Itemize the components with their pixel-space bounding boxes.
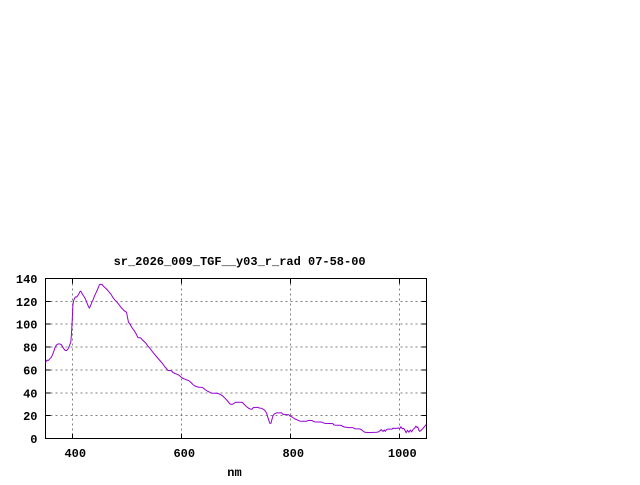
svg-text:120: 120 — [16, 296, 38, 310]
svg-text:40: 40 — [23, 387, 37, 401]
svg-text:400: 400 — [64, 447, 86, 461]
svg-text:sr_2026_009_TGF__y03_r_rad 07-: sr_2026_009_TGF__y03_r_rad 07-58-00 — [114, 255, 366, 269]
svg-text:600: 600 — [173, 447, 195, 461]
svg-text:20: 20 — [23, 410, 37, 424]
svg-text:800: 800 — [282, 447, 304, 461]
svg-text:140: 140 — [16, 273, 38, 287]
svg-text:0: 0 — [30, 433, 37, 447]
svg-text:80: 80 — [23, 342, 37, 356]
svg-text:100: 100 — [16, 319, 38, 333]
svg-text:1000: 1000 — [388, 447, 417, 461]
svg-text:60: 60 — [23, 364, 37, 378]
svg-text:nm: nm — [227, 466, 241, 480]
